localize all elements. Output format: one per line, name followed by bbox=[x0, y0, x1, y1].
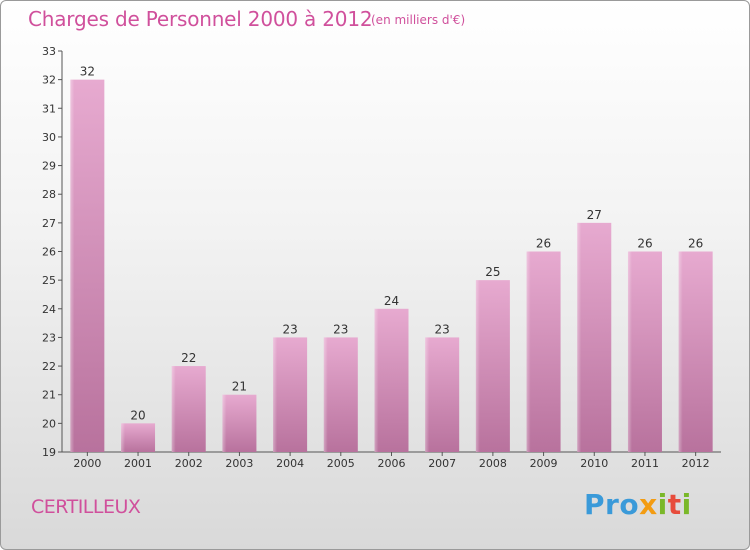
data-label: 26 bbox=[536, 237, 551, 251]
chart-unit: (en milliers d'€) bbox=[371, 13, 466, 27]
x-tick-label: 2012 bbox=[682, 457, 710, 470]
y-tick-label: 31 bbox=[42, 102, 56, 115]
bar-highlight bbox=[222, 394, 227, 452]
x-tick-label: 2006 bbox=[378, 457, 406, 470]
y-tick-label: 19 bbox=[42, 446, 56, 459]
logo-part-4: t bbox=[667, 488, 682, 521]
bar-highlight bbox=[627, 251, 632, 452]
x-tick-label: 2000 bbox=[73, 457, 101, 470]
data-label: 32 bbox=[80, 65, 95, 79]
bars-group: 32 20 22 21 23 23 24 23 25 26 27 26 26 bbox=[70, 65, 713, 453]
bar-highlight bbox=[323, 337, 328, 452]
bar bbox=[121, 423, 156, 452]
y-tick-label: 27 bbox=[42, 217, 56, 230]
y-tick-label: 23 bbox=[42, 331, 56, 344]
y-tick-label: 32 bbox=[42, 74, 56, 87]
bar bbox=[526, 251, 561, 452]
x-tick-label: 2007 bbox=[428, 457, 456, 470]
bar-highlight bbox=[374, 308, 379, 452]
x-tick-label: 2002 bbox=[175, 457, 203, 470]
y-tick-label: 29 bbox=[42, 160, 56, 173]
bar-highlight bbox=[273, 337, 278, 452]
data-label: 22 bbox=[181, 351, 196, 365]
x-tick-label: 2010 bbox=[580, 457, 608, 470]
bar bbox=[171, 366, 206, 452]
bar bbox=[627, 251, 662, 452]
bar-highlight bbox=[171, 366, 176, 452]
bar-highlight bbox=[70, 79, 75, 453]
y-tick-label: 33 bbox=[42, 45, 56, 58]
bar-highlight bbox=[425, 337, 430, 452]
data-label: 23 bbox=[435, 322, 450, 336]
data-label: 26 bbox=[637, 237, 652, 251]
y-tick-label: 28 bbox=[42, 188, 56, 201]
chart-title: Charges de Personnel 2000 à 2012 bbox=[28, 7, 373, 31]
y-tick-label: 24 bbox=[42, 303, 56, 316]
bar bbox=[374, 308, 409, 452]
proxiti-logo: Proxiti bbox=[584, 488, 692, 521]
bar bbox=[222, 394, 257, 452]
bar bbox=[273, 337, 308, 452]
bar-highlight bbox=[526, 251, 531, 452]
x-tick-label: 2003 bbox=[225, 457, 253, 470]
x-tick-label: 2004 bbox=[276, 457, 304, 470]
logo-part-5: i bbox=[681, 488, 692, 521]
bar bbox=[70, 79, 105, 453]
x-tick-label: 2009 bbox=[530, 457, 558, 470]
bar bbox=[323, 337, 358, 452]
data-label: 23 bbox=[333, 322, 348, 336]
data-label: 25 bbox=[485, 265, 500, 279]
data-label: 27 bbox=[587, 208, 602, 222]
y-tick-label: 21 bbox=[42, 389, 56, 402]
axes: 19 20 21 22 23 24 25 26 27 28 29 30 31 32 33 2000 2001 20… bbox=[42, 45, 721, 470]
y-tick-label: 22 bbox=[42, 360, 56, 373]
data-label: 26 bbox=[688, 237, 703, 251]
data-label: 20 bbox=[130, 408, 145, 422]
bar-highlight bbox=[577, 222, 582, 452]
bar-highlight bbox=[678, 251, 683, 452]
logo-part-1: Pro bbox=[584, 488, 640, 521]
logo-part-2: x bbox=[639, 488, 658, 521]
bar bbox=[577, 222, 612, 452]
bar bbox=[678, 251, 713, 452]
place-name: CERTILLEUX bbox=[31, 496, 141, 518]
y-tick-label: 20 bbox=[42, 417, 56, 430]
y-tick-label: 25 bbox=[42, 274, 56, 287]
x-tick-label: 2011 bbox=[631, 457, 659, 470]
x-tick-label: 2005 bbox=[327, 457, 355, 470]
y-tick-label: 26 bbox=[42, 246, 56, 259]
data-label: 24 bbox=[384, 294, 399, 308]
logo-part-3: i bbox=[657, 488, 668, 521]
data-label: 21 bbox=[232, 380, 247, 394]
bar bbox=[425, 337, 460, 452]
data-label: 23 bbox=[282, 322, 297, 336]
bar-highlight bbox=[121, 423, 126, 452]
bar-highlight bbox=[475, 280, 480, 452]
bar bbox=[475, 280, 510, 452]
x-tick-label: 2008 bbox=[479, 457, 507, 470]
y-tick-label: 30 bbox=[42, 131, 56, 144]
x-tick-label: 2001 bbox=[124, 457, 152, 470]
